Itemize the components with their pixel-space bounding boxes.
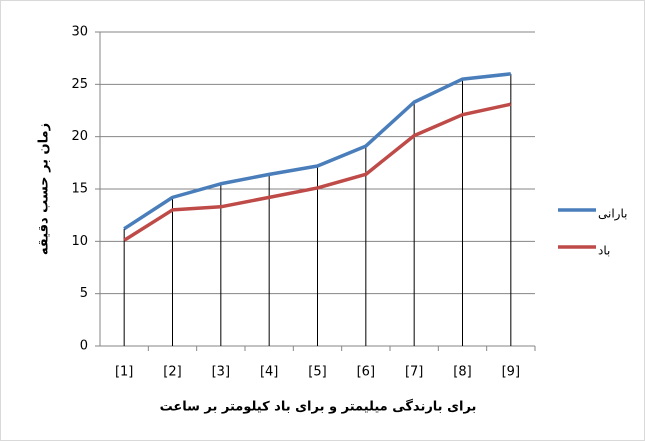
x-tick-label: [5] [308, 365, 326, 380]
x-tick-label: [7] [405, 365, 423, 380]
x-axis-label: برای بارندگی میلیمتر و برای باد کیلومتر … [160, 399, 477, 415]
legend-label: بارانی [598, 207, 627, 222]
y-tick-label: 30 [71, 25, 88, 40]
x-tick-label: [4] [260, 365, 278, 380]
series-line [123, 102, 512, 242]
y-tick-label: 25 [71, 77, 88, 92]
x-tick-label: [8] [453, 365, 471, 380]
y-tick-label: 15 [71, 182, 88, 197]
x-tick-label: [6] [357, 365, 375, 380]
y-tick-label: 10 [71, 234, 88, 249]
x-tick-label: [3] [212, 365, 230, 380]
y-tick-label: 5 [80, 286, 88, 301]
y-tick-label: 20 [71, 129, 88, 144]
series-line [123, 72, 512, 231]
legend-label: باد [598, 244, 610, 258]
x-tick-label: [1] [115, 365, 133, 380]
y-axis-label: زمان بر حسب دقیقه [37, 123, 52, 255]
x-tick-label: [9] [502, 365, 520, 380]
x-tick-label: [2] [163, 365, 181, 380]
y-tick-label: 0 [80, 339, 88, 354]
